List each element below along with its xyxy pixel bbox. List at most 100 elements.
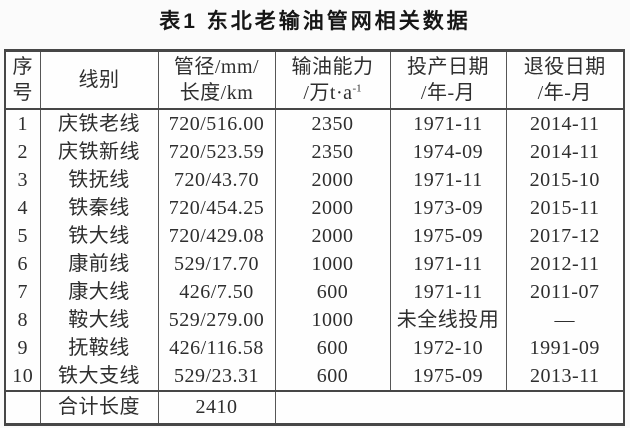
cell-capacity: 1000 bbox=[274, 306, 391, 334]
cell-seq: 1 bbox=[4, 109, 41, 138]
cell-commission-date: 未全线投用 bbox=[389, 306, 507, 334]
cell-capacity: 2000 bbox=[274, 222, 391, 250]
cell-line-name: 康前线 bbox=[39, 250, 159, 278]
cell-retire-date: 2011-07 bbox=[505, 278, 625, 306]
cell-retire-date: 2012-11 bbox=[505, 250, 625, 278]
total-merged-empty-cell bbox=[274, 390, 625, 425]
cell-commission-date: 1971-11 bbox=[389, 166, 507, 194]
cell-retire-date: 2013-11 bbox=[505, 362, 625, 391]
col-header-line-name: 线别 bbox=[39, 50, 159, 110]
cell-commission-date: 1971-11 bbox=[389, 250, 507, 278]
cell-line-name: 康大线 bbox=[39, 278, 159, 306]
col-header-diameter-length: 管径/mm/长度/km bbox=[157, 50, 276, 110]
table-title: 表1 东北老输油管网相关数据 bbox=[159, 10, 471, 33]
cell-diameter-length: 720/516.00 bbox=[157, 109, 276, 138]
table-row: 6 康前线 529/17.70 1000 1971-11 2012-11 bbox=[4, 250, 625, 278]
cell-diameter-length: 529/23.31 bbox=[157, 362, 276, 391]
cell-line-name: 铁秦线 bbox=[39, 194, 159, 222]
cell-commission-date: 1975-09 bbox=[389, 222, 507, 250]
header-line: 序 bbox=[12, 56, 33, 78]
table-row: 3 铁抚线 720/43.70 2000 1971-11 2015-10 bbox=[4, 166, 625, 194]
header-line: /年-月 bbox=[537, 82, 592, 104]
cell-diameter-length: 720/523.59 bbox=[157, 138, 276, 166]
cell-line-name: 鞍大线 bbox=[39, 306, 159, 334]
cell-retire-date: 2015-10 bbox=[505, 166, 625, 194]
cell-seq: 2 bbox=[4, 138, 41, 166]
total-value: 2410 bbox=[157, 390, 276, 425]
cell-diameter-length: 720/429.08 bbox=[157, 222, 276, 250]
cell-seq: 3 bbox=[4, 166, 41, 194]
pipeline-data-table: 序号线别 管径/mm/长度/km 输油能力/万t·a-1 投产日期/年-月 退役日期/年… bbox=[4, 49, 625, 426]
cell-line-name: 铁大支线 bbox=[39, 362, 159, 391]
cell-capacity: 600 bbox=[274, 362, 391, 391]
header-line: 号 bbox=[12, 82, 33, 104]
cell-commission-date: 1975-09 bbox=[389, 362, 507, 391]
header-line: 退役日期 bbox=[523, 56, 606, 78]
cell-line-name: 铁抚线 bbox=[39, 166, 159, 194]
header-row: 序号线别 管径/mm/长度/km 输油能力/万t·a-1 投产日期/年-月 退役日期/年… bbox=[4, 50, 625, 110]
cell-diameter-length: 426/7.50 bbox=[157, 278, 276, 306]
cell-capacity: 2350 bbox=[274, 109, 391, 138]
document-page: 表1 东北老输油管网相关数据 序号线别 管径/mm/长度/km 输油能力/万t·a-… bbox=[0, 5, 630, 428]
table-row: 5 铁大线 720/429.08 2000 1975-09 2017-12 bbox=[4, 222, 625, 250]
cell-retire-date: 2015-11 bbox=[505, 194, 625, 222]
header-line: /万t·a-1 bbox=[303, 82, 362, 104]
cell-capacity: 600 bbox=[274, 334, 391, 362]
cell-capacity: 2000 bbox=[274, 166, 391, 194]
cell-line-name: 铁大线 bbox=[39, 222, 159, 250]
cell-line-name: 庆铁老线 bbox=[39, 109, 159, 138]
cell-line-name: 庆铁新线 bbox=[39, 138, 159, 166]
cell-retire-date: 1991-09 bbox=[505, 334, 625, 362]
cell-diameter-length: 529/279.00 bbox=[157, 306, 276, 334]
header-line: 长度/km bbox=[179, 82, 254, 104]
cell-seq: 5 bbox=[4, 222, 41, 250]
total-row: 合计长度 2410 bbox=[4, 390, 625, 425]
cell-seq: 8 bbox=[4, 306, 41, 334]
table-row: 10 铁大支线 529/23.31 600 1975-09 2013-11 bbox=[4, 362, 625, 391]
table-footer: 合计长度 2410 bbox=[4, 390, 625, 425]
cell-retire-date: 2017-12 bbox=[505, 222, 625, 250]
table-row: 4 铁秦线 720/454.25 2000 1973-09 2015-11 bbox=[4, 194, 625, 222]
unit-superscript: -1 bbox=[352, 82, 362, 95]
table-row: 9 抚鞍线 426/116.58 600 1972-10 1991-09 bbox=[4, 334, 625, 362]
col-header-commission-date: 投产日期/年-月 bbox=[389, 50, 507, 110]
cell-diameter-length: 529/17.70 bbox=[157, 250, 276, 278]
table-body: 1 庆铁老线 720/516.00 2350 1971-11 2014-11 2 庆铁新线 72… bbox=[4, 109, 625, 391]
header-line: 输油能力 bbox=[291, 56, 374, 78]
table-row: 7 康大线 426/7.50 600 1971-11 2011-07 bbox=[4, 278, 625, 306]
cell-capacity: 2000 bbox=[274, 194, 391, 222]
cell-commission-date: 1973-09 bbox=[389, 194, 507, 222]
header-line: 线别 bbox=[78, 69, 120, 91]
cell-diameter-length: 720/454.25 bbox=[157, 194, 276, 222]
table-row: 2 庆铁新线 720/523.59 2350 1974-09 2014-11 bbox=[4, 138, 625, 166]
cell-retire-date: 2014-11 bbox=[505, 138, 625, 166]
total-label: 合计长度 bbox=[39, 390, 159, 425]
cell-capacity: 600 bbox=[274, 278, 391, 306]
cell-seq: 7 bbox=[4, 278, 41, 306]
header-line: 投产日期 bbox=[407, 56, 489, 78]
cell-commission-date: 1974-09 bbox=[389, 138, 507, 166]
cell-capacity: 2350 bbox=[274, 138, 391, 166]
header-line: /年-月 bbox=[420, 82, 476, 104]
cell-retire-date: — bbox=[505, 306, 625, 334]
cell-diameter-length: 426/116.58 bbox=[157, 334, 276, 362]
cell-commission-date: 1972-10 bbox=[389, 334, 507, 362]
table-header: 序号线别 管径/mm/长度/km 输油能力/万t·a-1 投产日期/年-月 退役日期/年… bbox=[4, 50, 625, 110]
cell-retire-date: 2014-11 bbox=[505, 109, 625, 138]
cell-seq: 4 bbox=[4, 194, 41, 222]
cell-seq: 10 bbox=[4, 362, 41, 391]
table-row: 1 庆铁老线 720/516.00 2350 1971-11 2014-11 bbox=[4, 109, 625, 138]
cell-line-name: 抚鞍线 bbox=[39, 334, 159, 362]
header-line: 管径/mm/ bbox=[173, 56, 260, 78]
cell-diameter-length: 720/43.70 bbox=[157, 166, 276, 194]
col-header-capacity: 输油能力/万t·a-1 bbox=[274, 50, 391, 110]
cell-commission-date: 1971-11 bbox=[389, 278, 507, 306]
col-header-retire-date: 退役日期/年-月 bbox=[505, 50, 625, 110]
cell-commission-date: 1971-11 bbox=[389, 109, 507, 138]
cell-capacity: 1000 bbox=[274, 250, 391, 278]
col-header-seq: 序号 bbox=[4, 50, 41, 110]
table-row: 8 鞍大线 529/279.00 1000 未全线投用 — bbox=[4, 306, 625, 334]
total-empty-seq-cell bbox=[4, 390, 41, 425]
cell-seq: 9 bbox=[4, 334, 41, 362]
cell-seq: 6 bbox=[4, 250, 41, 278]
